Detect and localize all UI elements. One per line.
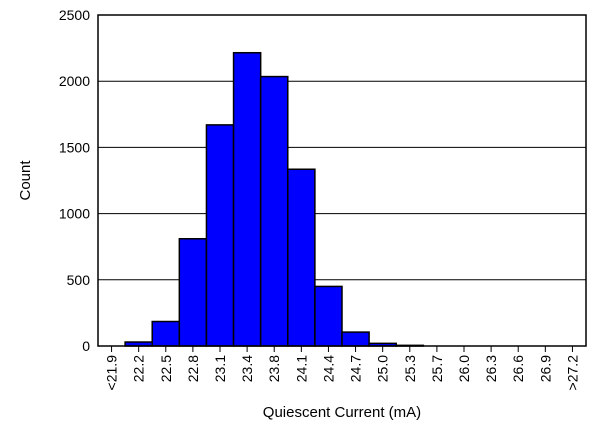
x-tick-label: 23.8 [266,355,282,382]
y-tick-label: 500 [67,272,91,288]
histogram-bar [205,124,235,347]
histogram-bar [151,320,181,347]
y-tick-label: 2500 [59,7,90,23]
x-tick-label: 23.1 [212,355,228,382]
grid-lines [98,80,586,281]
histogram-bar [259,75,289,347]
histogram-bar [287,168,316,347]
y-tick-label: 1000 [59,206,90,222]
x-tick-label: 26.6 [510,355,526,382]
y-axis-ticks: 0 500 1000 1500 2000 2500 [59,7,90,354]
x-tick-label: 22.5 [158,355,174,382]
x-tick-label: 22.8 [185,355,201,382]
y-tick-label: 0 [82,338,90,354]
histogram-bar [232,51,262,347]
x-tick-label: 26.3 [483,355,499,382]
x-tick-label: 25.3 [402,355,418,382]
histogram-bar [314,285,343,347]
x-tick-label: 25.7 [429,355,445,382]
x-tick-label: 23.4 [239,355,255,382]
x-tick-label: 24.4 [320,355,336,382]
x-tick-label: 25.0 [375,355,391,382]
x-tick-label: <21.9 [104,355,120,391]
x-tick-label: 22.2 [131,355,147,382]
x-tick-label: 24.1 [293,355,309,382]
histogram-bar [178,238,208,347]
x-tick-label: 24.7 [348,355,364,382]
x-axis-title: Quiescent Current (mA) [263,404,421,421]
x-tick-label: >27.2 [564,355,580,391]
x-axis-ticks: <21.9 22.2 22.5 22.8 23.1 23.4 23.8 24.1 24.4 24.… [104,346,580,391]
x-tick-label: 26.9 [537,355,553,382]
y-tick-label: 1500 [59,139,90,155]
y-axis-title: Count [17,160,34,201]
plot-frame [97,14,587,347]
histogram-bar [341,331,370,347]
bars [124,51,425,347]
y-tick-label: 2000 [59,73,90,89]
x-tick-label: 26.0 [456,355,472,382]
